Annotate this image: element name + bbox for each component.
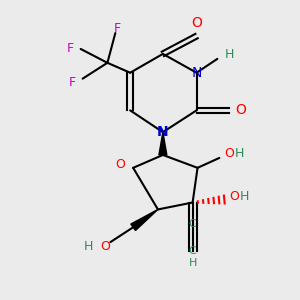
Text: C: C — [189, 246, 196, 256]
Text: O: O — [191, 16, 202, 30]
Text: H: H — [84, 240, 94, 253]
Polygon shape — [131, 209, 158, 230]
Text: C: C — [189, 219, 196, 229]
Text: O: O — [116, 158, 125, 171]
Text: N: N — [157, 125, 169, 139]
Text: F: F — [67, 42, 74, 56]
Text: O: O — [229, 190, 239, 203]
Polygon shape — [159, 132, 167, 155]
Text: F: F — [114, 22, 121, 34]
Text: O: O — [224, 148, 234, 160]
Text: H: H — [240, 190, 250, 203]
Text: O: O — [100, 240, 110, 253]
Text: H: H — [188, 258, 197, 268]
Text: H: H — [224, 48, 234, 62]
Text: H: H — [235, 148, 244, 160]
Text: O: O — [235, 103, 246, 117]
Text: F: F — [69, 76, 76, 89]
Text: N: N — [191, 66, 202, 80]
